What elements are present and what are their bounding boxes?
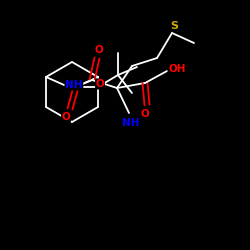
Text: OH: OH: [168, 64, 186, 74]
Text: O: O: [96, 79, 104, 89]
Text: S: S: [170, 21, 178, 31]
Text: NH: NH: [122, 118, 140, 128]
Text: NH: NH: [65, 80, 83, 90]
Text: O: O: [62, 112, 70, 122]
Text: O: O: [95, 45, 104, 55]
Text: O: O: [141, 109, 150, 119]
